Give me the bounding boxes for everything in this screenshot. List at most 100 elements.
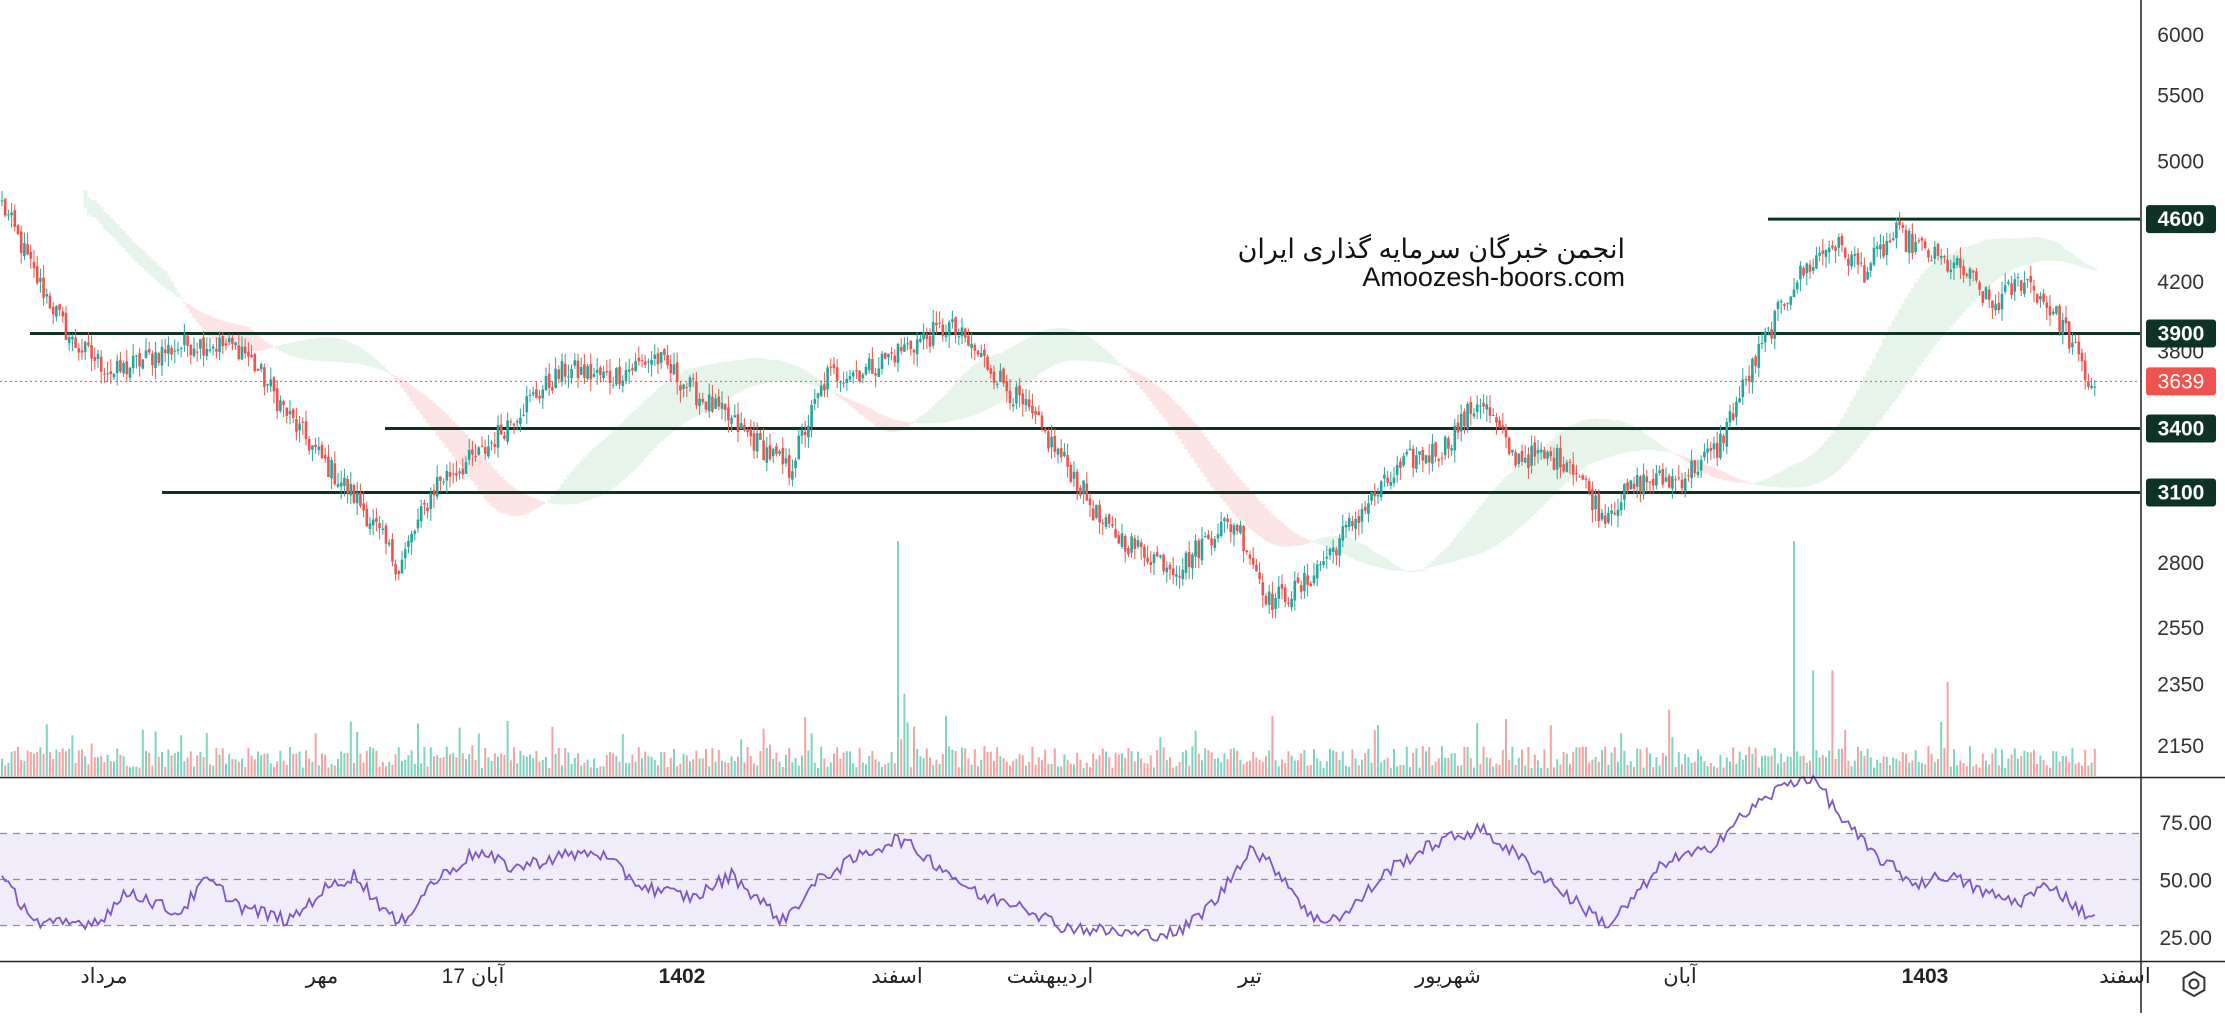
candle-body — [1367, 503, 1370, 514]
candle-body — [1402, 456, 1405, 466]
last-price-label: 3639 — [2158, 370, 2205, 393]
volume-bar — [1860, 751, 1863, 776]
cloud-segment — [1632, 426, 1637, 452]
candle-body — [1834, 247, 1837, 251]
cloud-segment — [1661, 446, 1665, 452]
cloud-segment — [1568, 426, 1573, 479]
candle-body — [1050, 436, 1053, 448]
candle-body — [688, 377, 692, 387]
volume-bar — [186, 757, 189, 776]
chart-settings-button[interactable] — [2180, 970, 2208, 998]
cloud-segment — [90, 199, 94, 218]
candle-body — [538, 395, 541, 399]
candle-body — [1850, 254, 1853, 267]
cloud-segment — [1629, 424, 1633, 452]
cloud-segment — [1802, 460, 1806, 487]
volume-bar — [676, 766, 679, 776]
volume-bar — [1162, 747, 1165, 776]
cloud-segment — [1914, 283, 1918, 372]
volume-bar — [749, 756, 752, 776]
candle-body — [1943, 255, 1946, 258]
volume-bar — [1172, 767, 1175, 776]
candle-body — [813, 399, 817, 404]
cloud-segment — [1686, 458, 1691, 464]
volume-bar — [84, 756, 87, 776]
candle-body — [394, 564, 397, 575]
candle-body — [1600, 512, 1604, 520]
volume-bar — [2023, 750, 2026, 776]
cloud-segment — [131, 241, 136, 259]
candle-body — [80, 350, 84, 353]
candle-body — [1699, 459, 1703, 471]
volume-bar — [1607, 764, 1610, 776]
candle-body — [1287, 602, 1290, 605]
volume-bar — [1940, 721, 1943, 776]
candle-body — [1776, 301, 1780, 310]
candle-body — [762, 440, 765, 461]
volume-bar — [1482, 746, 1485, 776]
volume-bar — [196, 755, 199, 776]
candle-body — [1543, 450, 1546, 459]
candle-body — [1687, 475, 1690, 477]
candle-body — [1258, 572, 1261, 580]
candle-body — [1559, 447, 1562, 468]
candle-body — [400, 559, 404, 574]
volume-bar — [1841, 748, 1843, 776]
candle-body — [1581, 475, 1585, 480]
cloud-segment — [134, 245, 139, 263]
volume-bar — [2077, 762, 2080, 776]
cloud-segment — [902, 421, 907, 429]
candle-body — [608, 370, 612, 383]
candle-body — [531, 392, 535, 395]
candle-body — [1162, 554, 1165, 572]
volume-bar — [1505, 719, 1507, 776]
cloud-segment — [806, 372, 811, 385]
cloud-segment — [1805, 458, 1809, 487]
cloud-segment — [1901, 303, 1905, 390]
candle-body — [912, 349, 916, 353]
candle-body — [320, 444, 324, 459]
candle-body — [1043, 429, 1047, 432]
candle-body — [659, 352, 663, 363]
candle-body — [1248, 554, 1252, 559]
volume-bar — [1050, 764, 1053, 776]
cloud-segment — [861, 404, 865, 416]
candle-body — [298, 423, 301, 431]
volume-bar — [2055, 751, 2058, 776]
cloud-segment — [771, 360, 776, 382]
volume-bar — [1169, 757, 1171, 776]
volume-bar — [1777, 763, 1779, 776]
volume-bar — [2010, 754, 2013, 776]
volume-bar — [375, 750, 378, 776]
candle-body — [2077, 341, 2081, 355]
volume-bar — [2001, 749, 2003, 776]
candle-body — [640, 360, 644, 362]
cloud-segment — [435, 406, 440, 436]
volume-bar — [1601, 750, 1603, 776]
cloud-segment — [928, 408, 933, 424]
candle-body — [1143, 546, 1146, 558]
volume-bar — [762, 728, 765, 776]
candle-body — [499, 424, 503, 435]
candle-body — [3, 198, 7, 216]
volume-bar — [170, 755, 173, 776]
volume-bar — [1274, 760, 1277, 776]
candle-body — [1024, 398, 1028, 406]
volume-bar — [919, 756, 922, 776]
cloud-segment — [122, 230, 126, 249]
volume-bar — [1933, 762, 1936, 776]
volume-bar — [228, 753, 231, 776]
volume-bar — [871, 751, 874, 776]
cloud-segment — [1309, 540, 1313, 542]
candle-body — [163, 349, 167, 353]
volume-bar — [343, 753, 346, 776]
candle-body — [1962, 266, 1965, 275]
volume-bar — [1239, 759, 1242, 776]
cloud-segment — [304, 339, 309, 360]
cloud-segment — [1328, 536, 1333, 549]
volume-bar — [580, 765, 583, 776]
volume-bar — [1556, 759, 1559, 776]
volume-bar — [1453, 753, 1456, 776]
candle-body — [1991, 300, 1994, 309]
cloud-segment — [1395, 566, 1400, 571]
